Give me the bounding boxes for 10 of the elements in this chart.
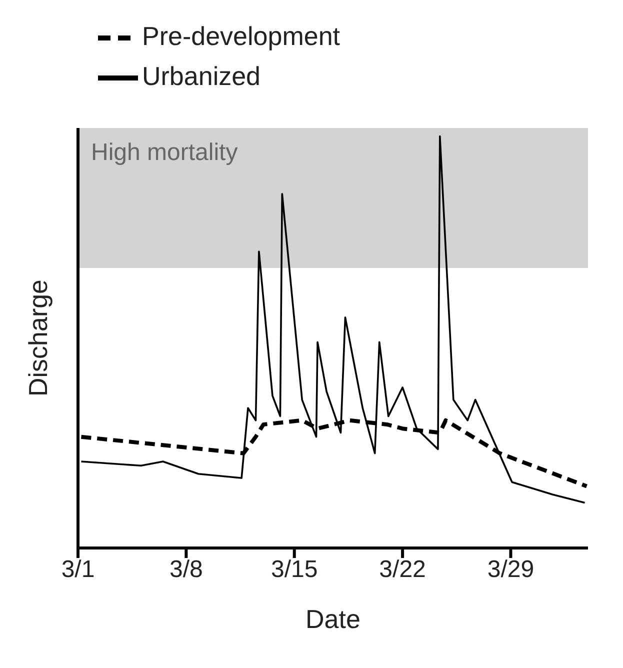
legend-label: Urbanized [142, 60, 261, 91]
legend-label: Pre-development [142, 20, 340, 51]
x-tick-label: 3/22 [379, 556, 426, 584]
x-axis-title: Date [306, 604, 360, 634]
y-axis-title: Discharge [23, 279, 54, 397]
x-tick-label: 3/29 [487, 556, 534, 584]
x-tick-label: 3/15 [271, 556, 318, 584]
x-tick-label: 3/8 [169, 556, 203, 584]
x-tick-label: 3/1 [61, 556, 95, 584]
band-label: High mortality [91, 139, 238, 166]
